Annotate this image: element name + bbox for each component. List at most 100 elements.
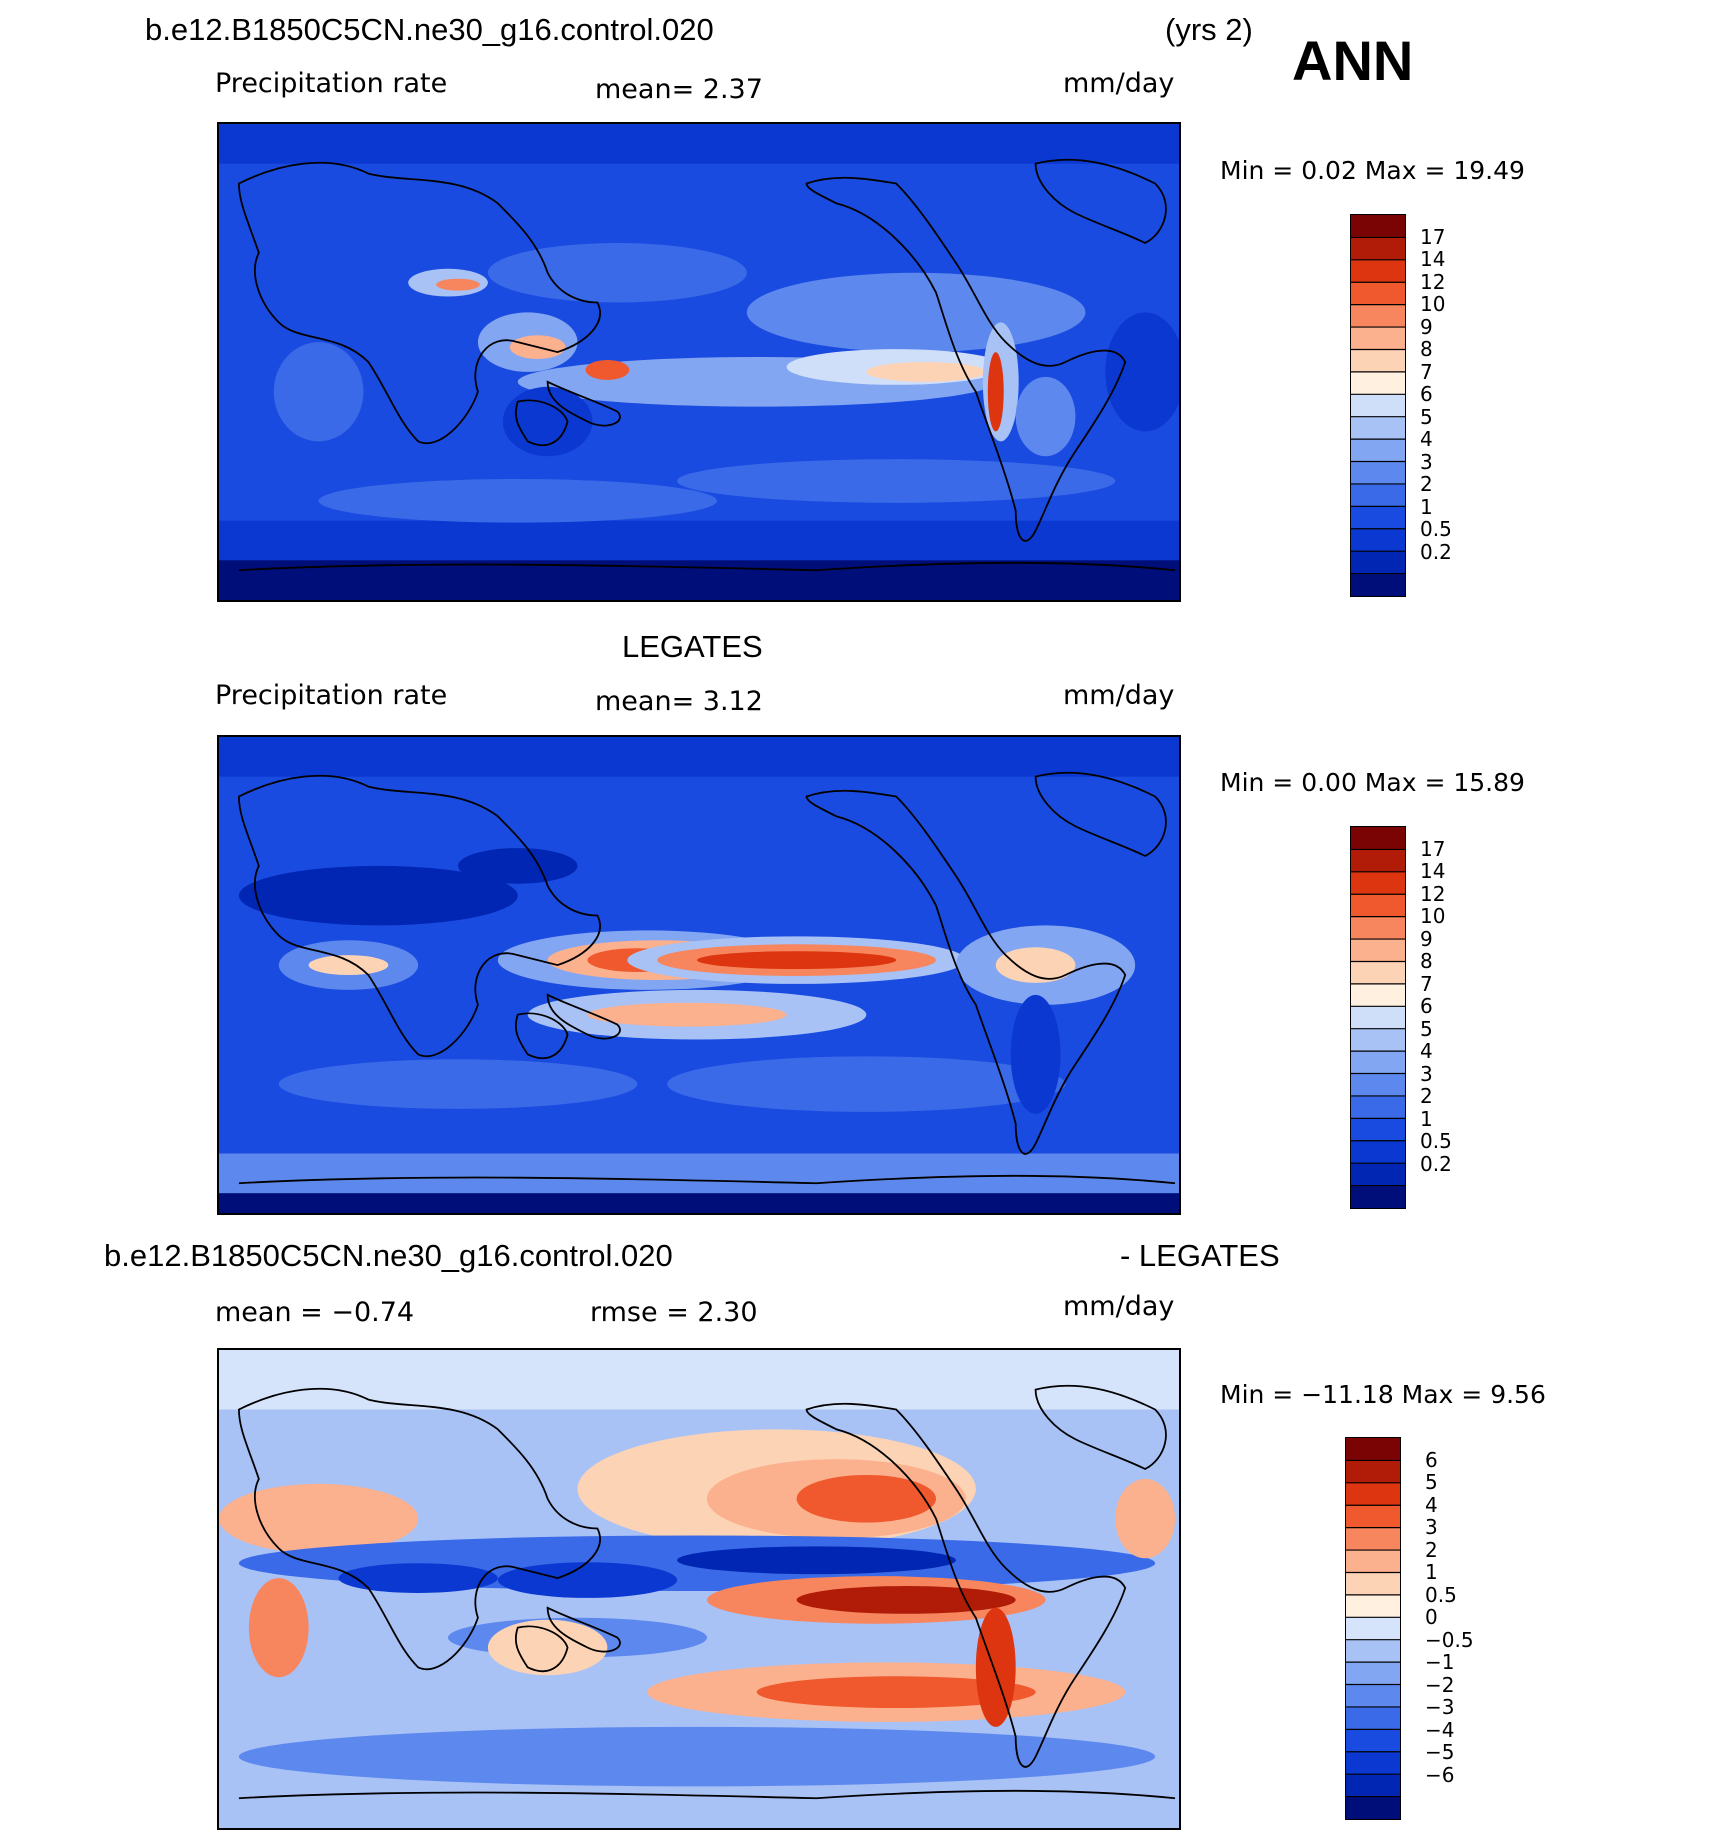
colorbar-swatch	[1351, 371, 1405, 395]
model-map-image	[219, 124, 1179, 600]
colorbar-swatch	[1346, 1706, 1400, 1730]
colorbar-swatch	[1346, 1662, 1400, 1686]
colorbar-swatch	[1351, 506, 1405, 530]
colorbar-swatch	[1346, 1482, 1400, 1506]
colorbar-tick-label: 0.5	[1425, 1582, 1457, 1607]
colorbar-swatch	[1346, 1751, 1400, 1775]
colorbar-swatch	[1351, 483, 1405, 507]
colorbar-tick-label: 6	[1420, 382, 1433, 407]
period-label: (yrs 2)	[1165, 12, 1253, 47]
colorbar-swatch	[1351, 439, 1405, 463]
colorbar-swatch	[1351, 894, 1405, 918]
colorbar-tick-label: 7	[1420, 971, 1433, 996]
colorbar-swatch	[1351, 394, 1405, 418]
colorbar-tick-label: 17	[1420, 224, 1446, 249]
colorbar-tick-label: 5	[1425, 1470, 1438, 1495]
colorbar-swatch	[1351, 1185, 1405, 1208]
colorbar-tick-label: 1	[1420, 494, 1433, 519]
diff-title-right: - LEGATES	[1120, 1238, 1280, 1273]
colorbar-swatch	[1346, 1729, 1400, 1753]
colorbar-swatch	[1346, 1550, 1400, 1573]
colorbar-tick-label: 4	[1425, 1492, 1438, 1517]
colorbar-tick-label: 8	[1420, 337, 1433, 362]
colorbar-tick-label: −2	[1425, 1672, 1455, 1697]
obs-variable-label: Precipitation rate	[215, 680, 448, 711]
diff-mean-label: mean = −0.74	[215, 1297, 415, 1328]
colorbar-tick-label: 2	[1420, 472, 1433, 497]
variable-label: Precipitation rate	[215, 68, 448, 99]
colorbar-swatch	[1346, 1774, 1400, 1798]
colorbar-tick-label: 4	[1420, 1039, 1433, 1064]
colorbar-swatch	[1351, 551, 1405, 575]
colorbar-swatch	[1351, 849, 1405, 873]
colorbar-swatch	[1351, 215, 1405, 238]
colorbar-swatch	[1351, 327, 1405, 350]
colorbar-swatch	[1351, 1051, 1405, 1075]
colorbar-tick-label: 3	[1420, 1061, 1433, 1086]
diff-minmax-label: Min = −11.18 Max = 9.56	[1220, 1380, 1546, 1409]
diff-title-left: b.e12.B1850C5CN.ne30_g16.control.020	[104, 1238, 673, 1273]
colorbar-tick-label: 14	[1420, 859, 1446, 884]
colorbar-swatch	[1351, 1118, 1405, 1142]
diff-precip-map	[217, 1348, 1181, 1830]
colorbar-swatch	[1346, 1505, 1400, 1529]
colorbar-swatch	[1346, 1639, 1400, 1663]
obs-colorbar-swatches	[1351, 827, 1405, 1208]
model-colorbar	[1350, 214, 1406, 597]
colorbar-swatch	[1351, 259, 1405, 283]
colorbar-swatch	[1346, 1438, 1400, 1461]
colorbar-swatch	[1351, 961, 1405, 985]
colorbar-swatch	[1351, 528, 1405, 552]
colorbar-tick-label: 8	[1420, 949, 1433, 974]
colorbar-tick-label: −3	[1425, 1695, 1455, 1720]
colorbar-tick-label: 5	[1420, 404, 1433, 429]
colorbar-tick-label: 2	[1425, 1537, 1438, 1562]
colorbar-swatch	[1351, 416, 1405, 440]
colorbar-tick-label: 1	[1425, 1560, 1438, 1585]
obs-units-label: mm/day	[1063, 680, 1175, 711]
colorbar-tick-label: 10	[1420, 292, 1446, 317]
diff-colorbar-swatches	[1346, 1438, 1400, 1819]
colorbar-tick-label: 4	[1420, 427, 1433, 452]
colorbar-swatch	[1351, 1006, 1405, 1030]
colorbar-swatch	[1351, 1140, 1405, 1164]
colorbar-swatch	[1351, 573, 1405, 596]
model-colorbar-swatches	[1351, 215, 1405, 596]
colorbar-tick-label: −6	[1425, 1762, 1455, 1787]
colorbar-swatch	[1351, 237, 1405, 261]
colorbar-tick-label: −1	[1425, 1650, 1455, 1675]
colorbar-tick-label: 0.2	[1420, 1151, 1452, 1176]
colorbar-tick-label: 0.2	[1420, 539, 1452, 564]
colorbar-swatch	[1351, 939, 1405, 962]
colorbar-tick-label: 1	[1420, 1106, 1433, 1131]
minmax-label: Min = 0.02 Max = 19.49	[1220, 156, 1525, 185]
colorbar-tick-label: 0	[1425, 1605, 1438, 1630]
colorbar-tick-label: 9	[1420, 314, 1433, 339]
obs-mean-label: mean= 3.12	[595, 686, 763, 717]
colorbar-swatch	[1351, 1028, 1405, 1052]
colorbar-swatch	[1351, 461, 1405, 485]
colorbar-tick-label: −0.5	[1425, 1627, 1474, 1652]
mean-label: mean= 2.37	[595, 74, 763, 105]
colorbar-tick-label: 12	[1420, 269, 1446, 294]
colorbar-swatch	[1346, 1796, 1400, 1819]
colorbar-swatch	[1351, 1095, 1405, 1119]
colorbar-swatch	[1351, 983, 1405, 1007]
colorbar-tick-label: 0.5	[1420, 1129, 1452, 1154]
diff-units-label: mm/day	[1063, 1291, 1175, 1322]
colorbar-tick-label: 7	[1420, 359, 1433, 384]
colorbar-tick-label: 14	[1420, 247, 1446, 272]
colorbar-tick-label: 6	[1420, 994, 1433, 1019]
colorbar-swatch	[1346, 1684, 1400, 1708]
model-precip-map	[217, 122, 1181, 602]
units-label: mm/day	[1063, 68, 1175, 99]
obs-map-image	[219, 737, 1179, 1213]
colorbar-swatch	[1346, 1527, 1400, 1551]
colorbar-swatch	[1351, 1163, 1405, 1187]
diff-rmse-label: rmse = 2.30	[590, 1297, 758, 1328]
colorbar-swatch	[1351, 304, 1405, 328]
colorbar-swatch	[1351, 827, 1405, 850]
diff-colorbar	[1345, 1437, 1401, 1820]
colorbar-tick-label: −4	[1425, 1717, 1455, 1742]
colorbar-tick-label: 3	[1420, 449, 1433, 474]
